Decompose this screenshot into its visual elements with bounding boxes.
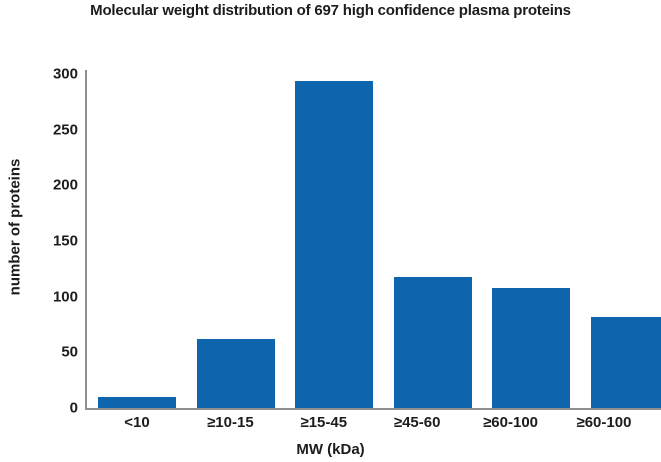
x-tick-label-2: ≥10-15 [207,414,254,431]
bar-≥15-45-2 [295,81,374,408]
x-axis-tick-labels: <10 ≥10-15 ≥15-45 ≥45-60 ≥60-100 ≥60-100 [87,414,658,432]
plot-area [85,70,661,410]
y-axis-tick-labels: 0 50 100 150 200 250 300 [0,0,78,462]
y-tick-label-150: 150 [52,232,78,250]
x-axis-title: MW (kDa) [296,441,365,458]
y-tick-label-50: 50 [61,343,78,361]
x-tick-label-5: ≥60-100 [483,414,539,431]
x-tick-label-6: ≥60-100 [576,414,632,431]
x-tick-label-3: ≥15-45 [300,414,348,431]
y-tick-label-0: 0 [69,399,78,417]
bar-≥60-100-5 [590,317,661,408]
chart-title: Molecular weight distribution of 697 hig… [90,2,571,19]
bar-≥10-15-1 [196,339,275,408]
x-tick-label-4: ≥45-60 [393,414,441,431]
bar-<10-0 [98,397,176,408]
y-tick-label-300: 300 [52,65,78,83]
y-tick-label-100: 100 [52,288,78,306]
bar-≥60-100-4 [492,288,571,408]
y-tick-label-200: 200 [52,176,78,194]
bar-≥45-60-3 [393,277,472,408]
y-tick-label-250: 250 [52,121,78,139]
x-tick-label-1: <10 [124,414,150,431]
